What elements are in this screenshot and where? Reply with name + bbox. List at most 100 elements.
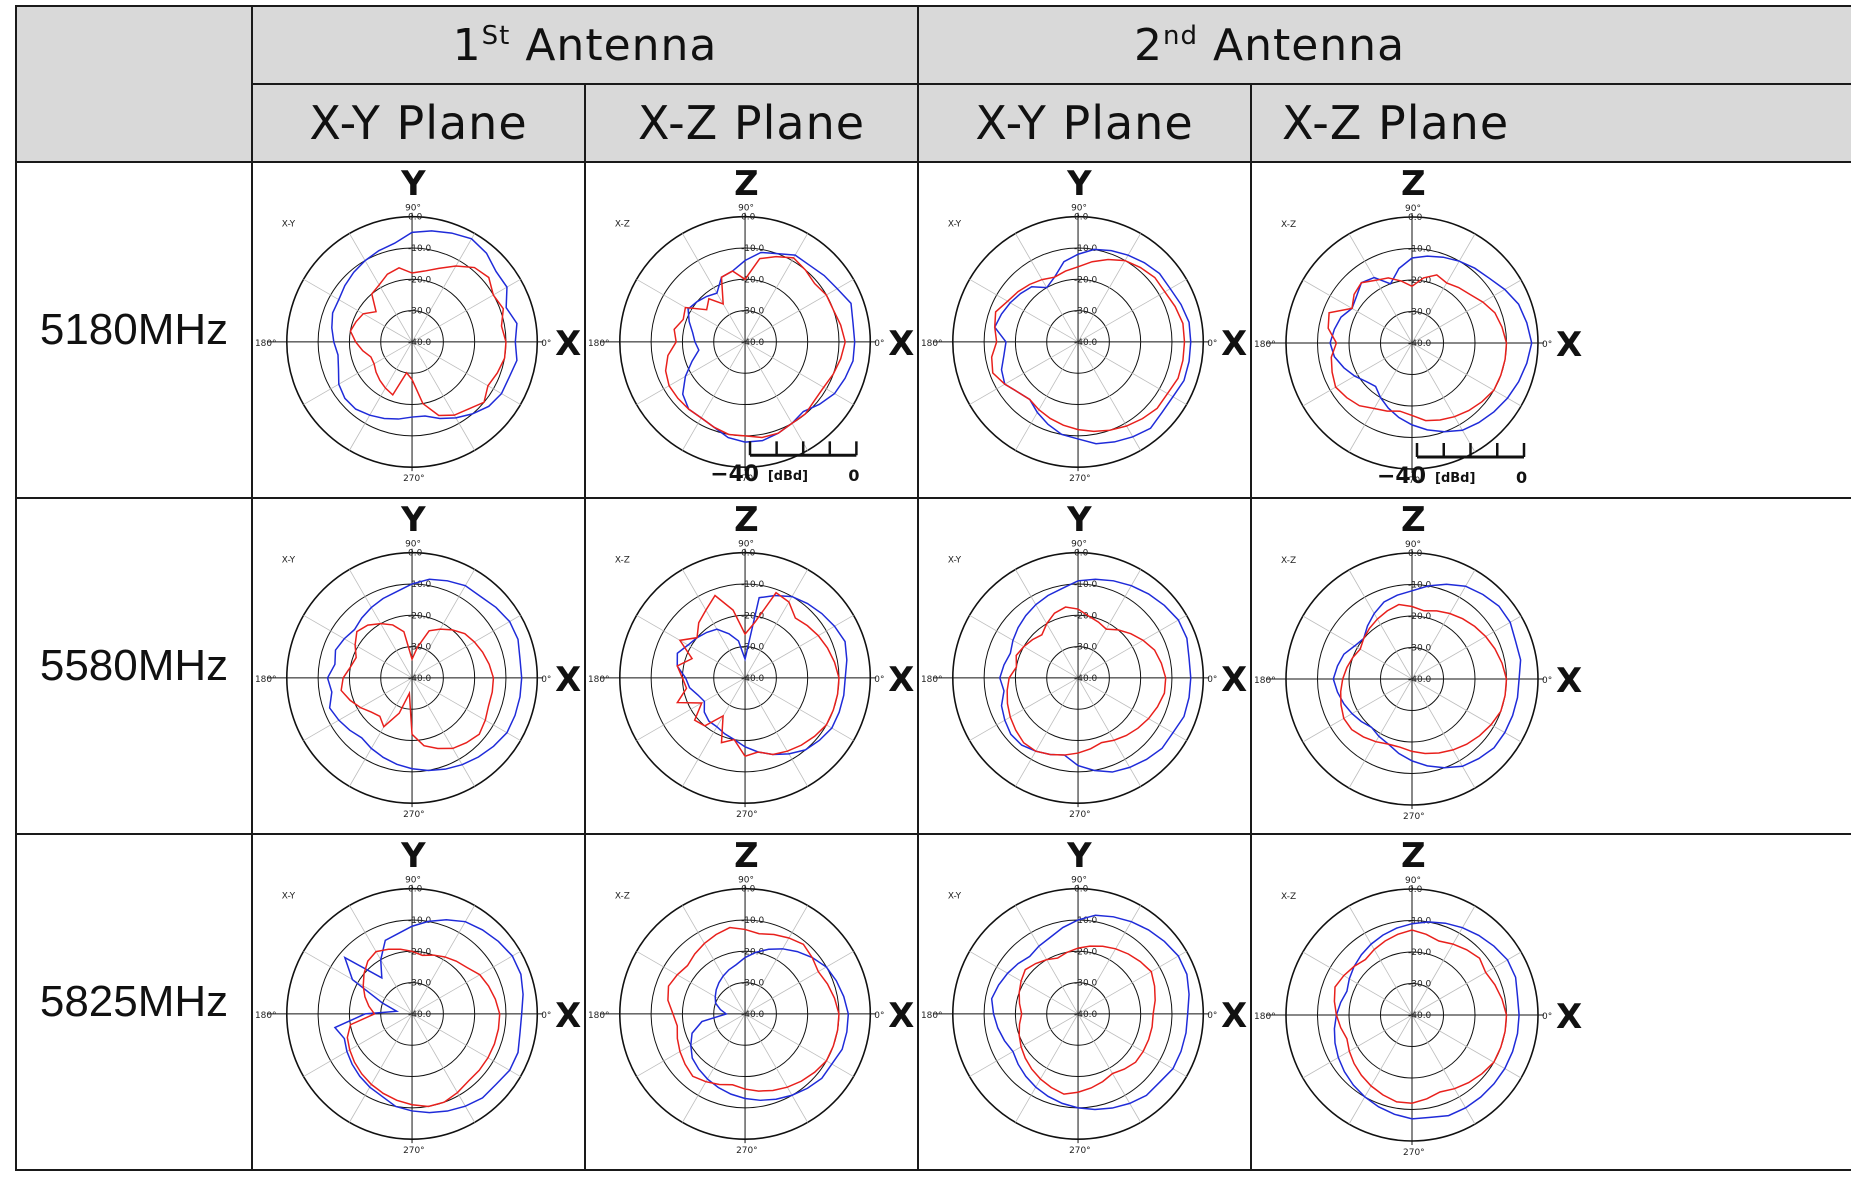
ring-label: 0.0 xyxy=(1074,213,1089,223)
ring-label: -40.0 xyxy=(408,674,431,684)
ring-label: -10.0 xyxy=(741,916,764,926)
horizontal-axis-label: X xyxy=(888,996,914,1035)
vertical-axis-label: Y xyxy=(1066,836,1092,875)
grid-spoke xyxy=(682,341,746,451)
ring-label: -10.0 xyxy=(741,244,764,254)
polar-cell: 0.0 -10.0 -20.0 -30.0 -40.0 90° 180° 0° 270° X-Y Y… xyxy=(251,497,586,835)
grid-spoke xyxy=(349,341,413,451)
scale-min-label: −40 xyxy=(1377,464,1426,489)
ring-label: -10.0 xyxy=(1074,580,1097,590)
angle-label: 270° xyxy=(1403,1148,1425,1158)
vertical-axis-label: Z xyxy=(734,164,759,203)
angle-label: 180° xyxy=(255,1011,277,1021)
vertical-axis-label: Z xyxy=(1401,500,1426,540)
polar-plot: 0.0-10.0-20.0-30.0-40.090°180° 0°270°X-ZZ… xyxy=(588,500,914,820)
polar-plot: 0.0-10.0-20.0-30.0-40.090°180° 0°270°X-ZZ… xyxy=(1254,164,1582,489)
grid-spoke xyxy=(744,1013,809,1123)
ring-label: -40.0 xyxy=(1074,1010,1097,1020)
angle-label: 90° xyxy=(1071,540,1087,550)
plane-label: X-Y xyxy=(948,220,962,230)
ring-label: -40.0 xyxy=(1408,1011,1432,1021)
grid-spoke xyxy=(636,278,746,343)
ring-label: -30.0 xyxy=(408,643,431,653)
grid-spoke xyxy=(1302,951,1413,1016)
ring-label: -40.0 xyxy=(1074,338,1097,348)
grid-spoke xyxy=(411,905,476,1015)
grid-spoke xyxy=(969,278,1079,343)
polar-cell: 0.0 -10.0 -20.0 -30.0 -40.0 90° 180° 0° 270° X-Z Z… xyxy=(1250,833,1851,1171)
grid-spoke xyxy=(1411,905,1476,1016)
series-blue xyxy=(1329,255,1533,433)
grid-spoke xyxy=(1077,278,1187,343)
angle-label: 270° xyxy=(1403,812,1425,822)
angle-label: 0° xyxy=(1207,339,1217,349)
ring-label: -30.0 xyxy=(741,979,764,989)
series-red xyxy=(676,591,840,758)
ring-label: 0.0 xyxy=(741,549,756,559)
ring-label: -30.0 xyxy=(1074,307,1097,317)
series-blue xyxy=(690,948,850,1102)
polar-cell: 0.0 -10.0 -20.0 -30.0 -40.0 90° 180° 0° 270° X-Y Y… xyxy=(917,833,1253,1171)
ring-label: -20.0 xyxy=(741,275,764,285)
angle-label: 180° xyxy=(1254,676,1276,686)
series-blue xyxy=(676,594,848,756)
ring-label: -10.0 xyxy=(408,244,431,254)
ring-label: -20.0 xyxy=(1408,612,1432,622)
grid-spoke xyxy=(303,614,413,679)
series-blue xyxy=(333,919,524,1114)
angle-label: 180° xyxy=(1254,1012,1276,1022)
grid-spoke xyxy=(1077,950,1187,1015)
ring-label: 0.0 xyxy=(408,549,423,559)
antenna2-header: 2nd Antenna xyxy=(917,5,1851,85)
grid-spoke xyxy=(411,233,476,343)
polar-cell: 0.0 -10.0 -20.0 -30.0 -40.0 90° 180° 0° 270° X-Y Y… xyxy=(917,497,1253,835)
antenna1-header: 1St Antenna xyxy=(250,5,920,85)
horizontal-axis-label: X xyxy=(1556,997,1582,1037)
grid-spoke xyxy=(1077,677,1142,787)
angle-label: 90° xyxy=(1405,204,1421,214)
angle-label: 270° xyxy=(1069,810,1091,820)
angle-label: 0° xyxy=(1207,675,1217,685)
grid-spoke xyxy=(1302,678,1413,743)
grid-spoke xyxy=(1302,342,1413,407)
ring-label: -10.0 xyxy=(408,916,431,926)
angle-label: 180° xyxy=(588,675,610,685)
grid-spoke xyxy=(1411,1014,1476,1125)
plane-header: X-Z Plane xyxy=(583,83,920,163)
ring-label: 0.0 xyxy=(1408,549,1423,559)
angle-label: 270° xyxy=(403,474,425,484)
polar-plot: 0.0 -10.0 -20.0 -30.0 -40.0 90° 180° 0° 270° X-Y Y… xyxy=(921,164,1247,484)
plane-label: X-Z xyxy=(615,556,630,566)
ring-label: -10.0 xyxy=(1408,245,1432,255)
grid-spoke xyxy=(1411,569,1476,680)
angle-label: 270° xyxy=(403,1146,425,1156)
grid-spoke xyxy=(411,677,521,741)
horizontal-axis-label: X xyxy=(555,660,581,699)
plane-label: X-Z xyxy=(1281,220,1296,230)
angle-label: 0° xyxy=(874,1011,884,1021)
vertical-axis-label: Z xyxy=(734,500,759,539)
freq-label: 5825MHz xyxy=(15,833,253,1171)
grid-spoke xyxy=(303,341,413,405)
polar-plot: 0.0 -10.0 -20.0 -30.0 -40.0 90° 180° 0° 270° X-Y Y… xyxy=(921,500,1247,820)
grid-spoke xyxy=(411,341,476,451)
grid-spoke xyxy=(1348,233,1413,344)
grid-spoke xyxy=(969,1013,1079,1077)
grid-spoke xyxy=(744,1013,854,1077)
ring-label: 0.0 xyxy=(1074,885,1089,895)
series-red xyxy=(1333,929,1508,1104)
polar-cell: 0.0 -10.0 -20.0 -30.0 -40.0 90° 180° 0° 270° X-Z Z… xyxy=(583,833,920,1171)
grid-spoke xyxy=(1077,1013,1142,1123)
ring-label: -40.0 xyxy=(408,338,431,348)
angle-label: 0° xyxy=(874,675,884,685)
grid-spoke xyxy=(744,233,809,343)
ring-label: -30.0 xyxy=(741,307,764,317)
grid-spoke xyxy=(303,950,413,1015)
angle-label: 180° xyxy=(588,1011,610,1021)
grid-spoke xyxy=(744,950,854,1015)
dbd-scale: −40 [dBd] 0 xyxy=(710,441,859,487)
grid-spoke xyxy=(1077,614,1187,679)
ring-label: 0.0 xyxy=(741,213,756,223)
polar-plot: 0.0-10.0-20.0-30.0-40.090°180° 0°270°X-ZZ… xyxy=(588,164,914,487)
series-red xyxy=(667,926,840,1092)
